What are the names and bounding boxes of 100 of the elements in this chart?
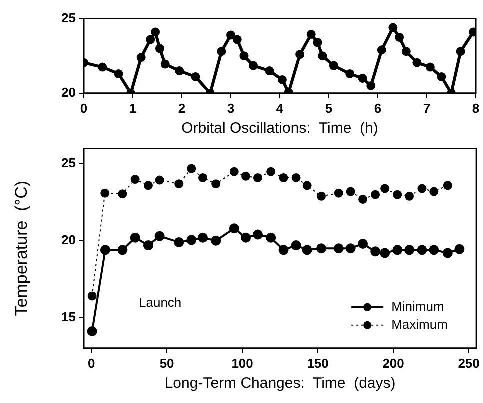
- point: [316, 244, 327, 254]
- point: [380, 248, 390, 258]
- point: [154, 231, 165, 242]
- point: [151, 28, 160, 37]
- x-axis-title: Orbital Oscillations: Time (h): [182, 120, 378, 138]
- x-tick-label: 8: [472, 100, 480, 116]
- point: [174, 180, 184, 189]
- x-tick-label: 2: [178, 100, 186, 116]
- point: [358, 194, 368, 204]
- point: [217, 47, 226, 56]
- point: [230, 167, 239, 176]
- point: [388, 23, 398, 32]
- point: [442, 248, 453, 258]
- point: [249, 61, 258, 70]
- point: [266, 167, 276, 176]
- point: [418, 184, 427, 194]
- point: [242, 172, 251, 181]
- point: [346, 187, 356, 196]
- point: [417, 245, 428, 256]
- point: [405, 192, 414, 201]
- legend-label: Minimum: [392, 298, 444, 314]
- x-tick-label: 250: [458, 356, 480, 371]
- x-tick-label: 6: [374, 100, 382, 116]
- point: [265, 66, 274, 76]
- point: [211, 236, 222, 246]
- y-tick-label: 20: [62, 84, 76, 100]
- point: [302, 181, 312, 190]
- point: [404, 245, 415, 256]
- point: [306, 30, 316, 39]
- point: [226, 30, 236, 40]
- point: [292, 173, 301, 182]
- point: [358, 238, 368, 249]
- point: [146, 35, 156, 44]
- point: [198, 232, 208, 243]
- point: [302, 245, 312, 256]
- point: [144, 181, 153, 190]
- point: [278, 75, 287, 84]
- legend-label: Maximum: [392, 316, 448, 332]
- point: [118, 245, 128, 256]
- point: [346, 70, 355, 79]
- point: [329, 61, 338, 70]
- x-tick-label: 3: [227, 100, 235, 116]
- point: [412, 58, 422, 68]
- y-tick-label: 15: [62, 309, 76, 324]
- point: [240, 52, 249, 61]
- point: [358, 74, 368, 83]
- point: [279, 173, 288, 182]
- point: [114, 70, 124, 79]
- point: [130, 175, 140, 184]
- point: [174, 237, 184, 248]
- point: [229, 224, 240, 234]
- point: [100, 188, 110, 198]
- x-tick-label: 0: [88, 356, 96, 371]
- point: [186, 235, 197, 246]
- point: [175, 66, 184, 76]
- point: [98, 62, 108, 72]
- annotation: Launch: [139, 294, 182, 310]
- point: [371, 190, 380, 200]
- y-axis-title: Temperature (°C): [12, 180, 31, 316]
- point: [241, 232, 252, 243]
- point: [456, 47, 466, 56]
- point: [402, 47, 411, 56]
- point: [370, 246, 381, 257]
- x-tick-label: 1: [129, 100, 137, 116]
- point: [88, 292, 97, 301]
- point: [430, 187, 439, 196]
- point: [155, 176, 164, 185]
- point: [291, 240, 302, 251]
- y-tick-label: 20: [62, 232, 76, 248]
- point: [366, 81, 376, 90]
- x-tick-label: 7: [423, 100, 431, 116]
- y-tick-label: 25: [62, 10, 76, 26]
- point: [87, 326, 98, 337]
- point: [393, 190, 402, 200]
- x-tick-label: 5: [325, 100, 333, 116]
- point: [266, 232, 276, 243]
- point: [160, 60, 170, 69]
- point: [232, 35, 242, 44]
- point: [278, 245, 289, 256]
- point: [380, 184, 390, 194]
- point: [454, 244, 465, 254]
- point: [198, 173, 208, 182]
- point: [118, 190, 128, 199]
- point: [296, 50, 305, 60]
- y-tick-label: 25: [62, 156, 76, 171]
- point: [100, 245, 110, 256]
- x-axis-title: Long-Term Changes: Time (days): [164, 375, 396, 392]
- x-tick-label: 150: [307, 356, 329, 371]
- point: [377, 46, 386, 55]
- point: [313, 38, 322, 48]
- point: [429, 245, 440, 256]
- point: [392, 245, 403, 256]
- x-tick-label: 4: [276, 100, 284, 116]
- x-tick-label: 0: [80, 100, 88, 116]
- x-tick-label: 200: [382, 356, 404, 371]
- x-tick-label: 100: [232, 356, 254, 371]
- point: [426, 62, 435, 72]
- point: [143, 240, 154, 251]
- point: [317, 192, 326, 201]
- point: [437, 72, 446, 82]
